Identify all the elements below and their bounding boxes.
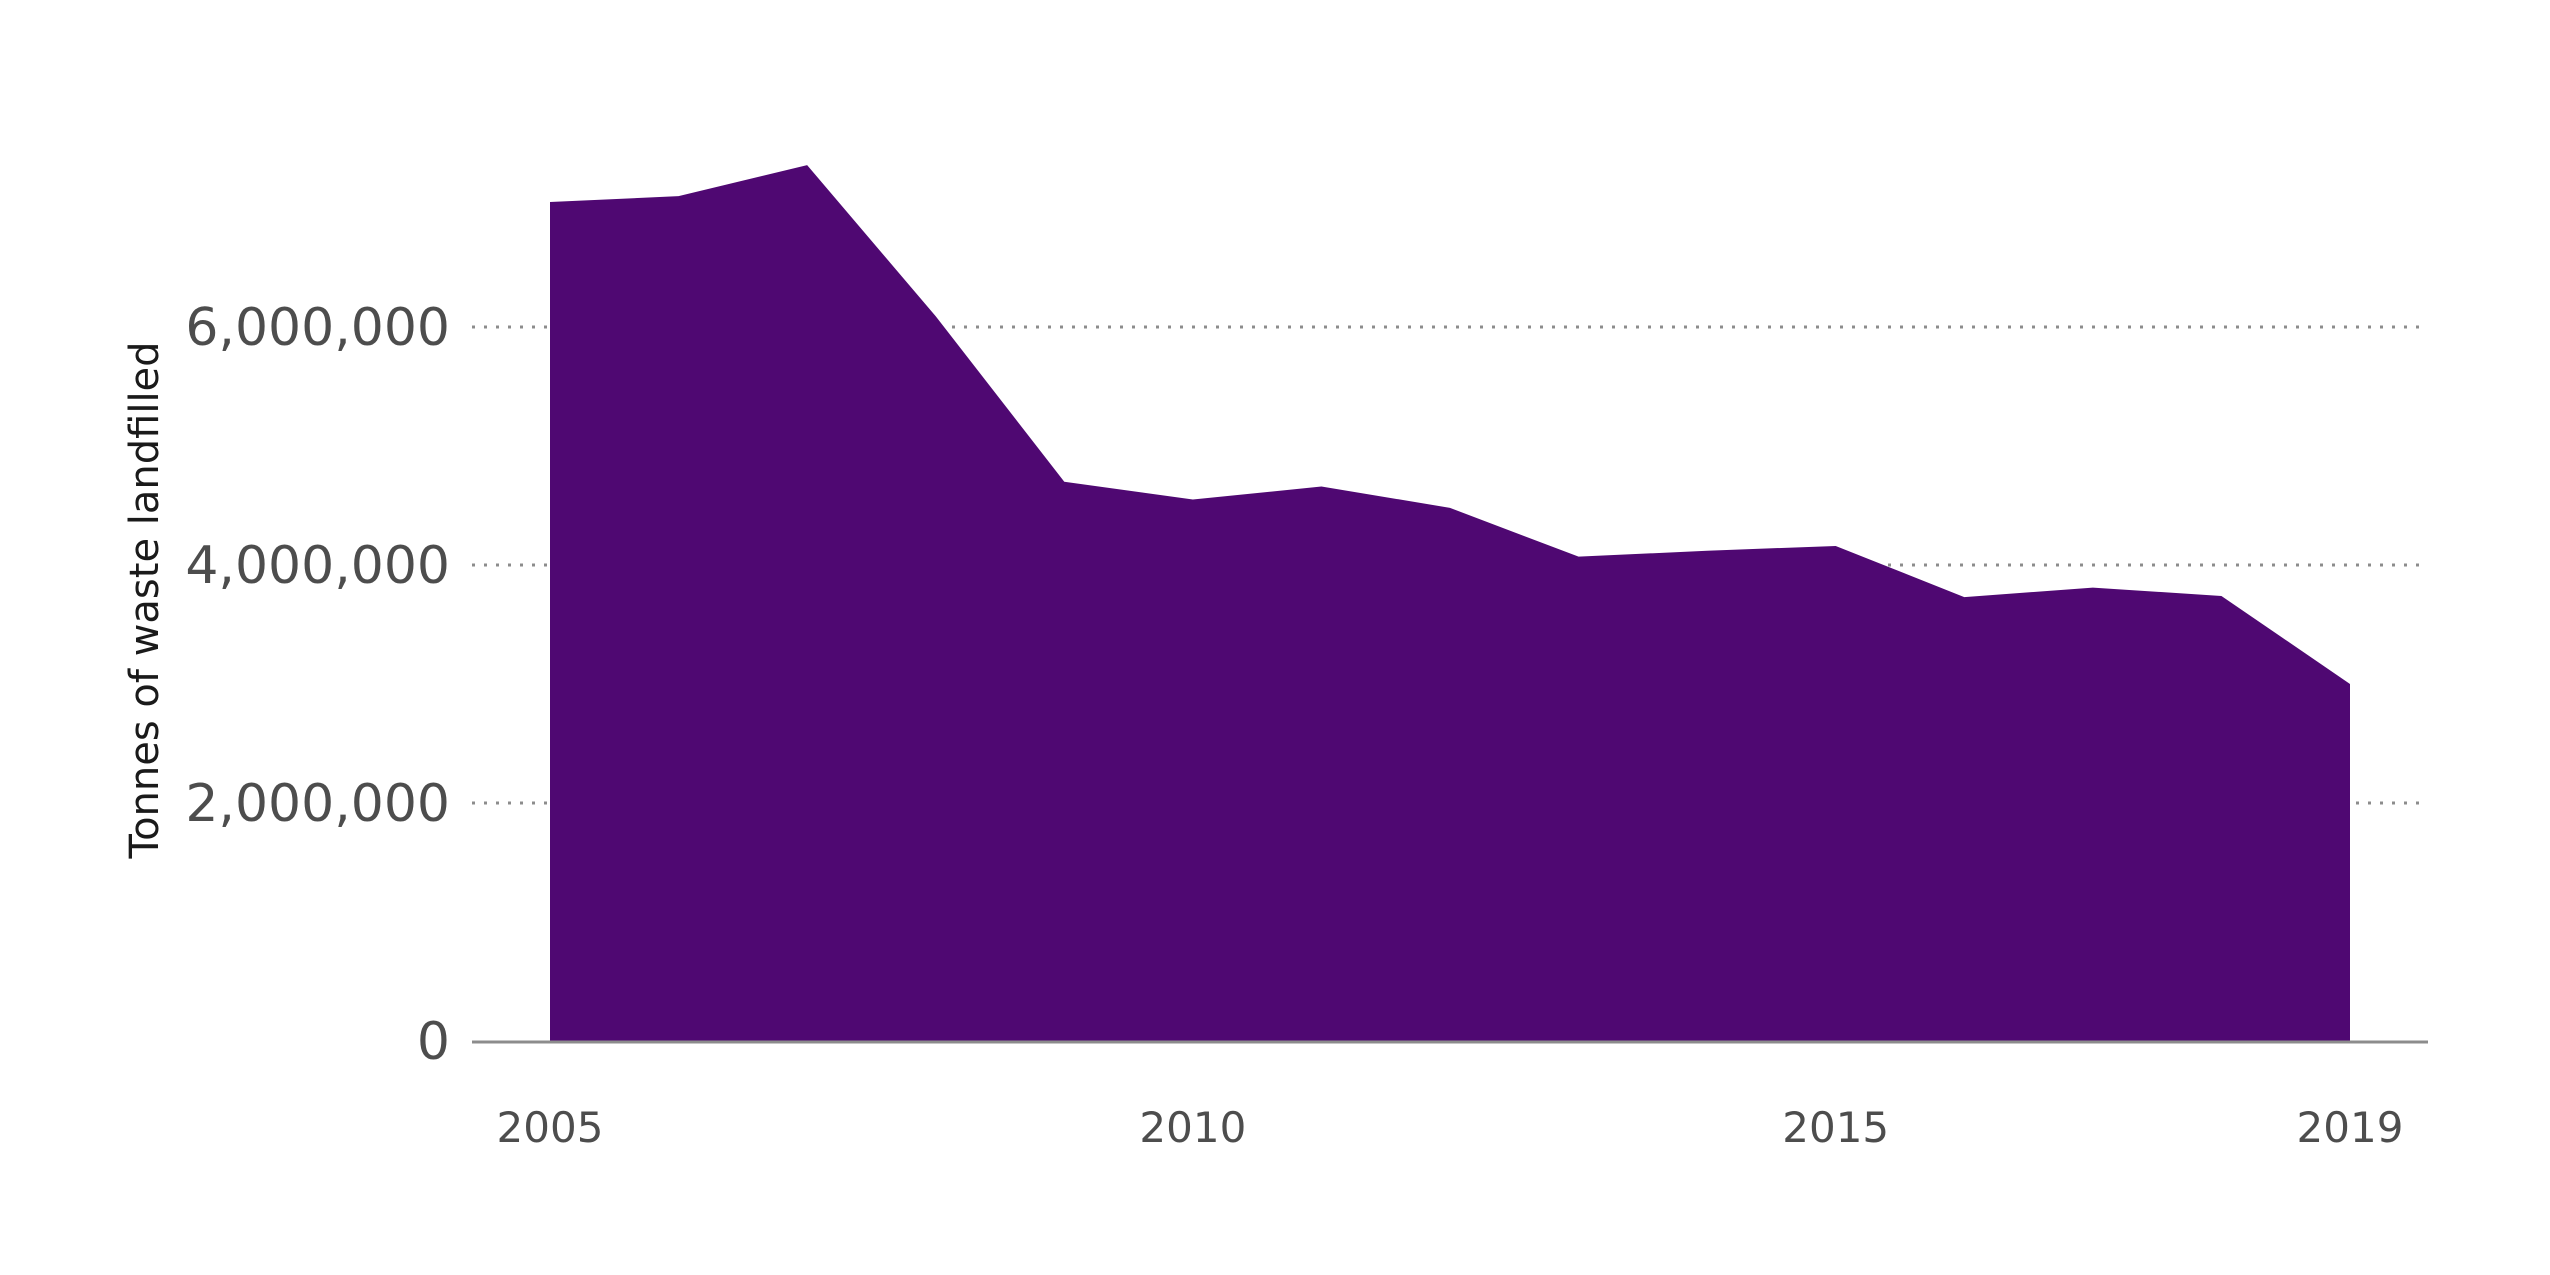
y-axis-ticks: 0 2,000,000 4,000,000 6,000,000 <box>185 298 450 1072</box>
y-axis-title: Tonnes of waste landfilled <box>122 341 168 859</box>
y-tick-label: 6,000,000 <box>185 298 450 358</box>
area-series <box>550 165 2350 1041</box>
y-tick-label: 4,000,000 <box>185 536 450 596</box>
x-tick-label: 2010 <box>1139 1103 1246 1152</box>
x-tick-label: 2015 <box>1782 1103 1889 1152</box>
x-axis-ticks: 2005 2010 2015 2019 <box>497 1103 2404 1152</box>
y-tick-label: 2,000,000 <box>185 774 450 834</box>
y-tick-label: 0 <box>417 1012 450 1072</box>
x-tick-label: 2019 <box>2297 1103 2404 1152</box>
x-tick-label: 2005 <box>497 1103 604 1152</box>
